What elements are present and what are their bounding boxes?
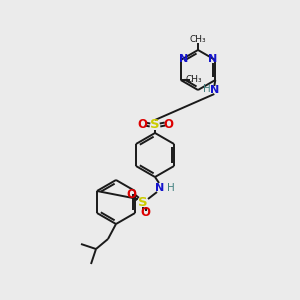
Text: N: N (155, 183, 165, 193)
Text: O: O (140, 206, 150, 220)
Text: N: N (208, 54, 217, 64)
Text: O: O (163, 118, 173, 130)
Text: H: H (167, 183, 175, 193)
Text: N: N (210, 85, 219, 95)
Text: O: O (137, 118, 147, 130)
Text: H: H (203, 84, 211, 94)
Text: S: S (138, 196, 148, 208)
Text: N: N (179, 54, 188, 64)
Text: CH₃: CH₃ (185, 76, 202, 85)
Text: O: O (126, 188, 136, 200)
Text: CH₃: CH₃ (190, 34, 206, 43)
Text: S: S (150, 118, 160, 131)
